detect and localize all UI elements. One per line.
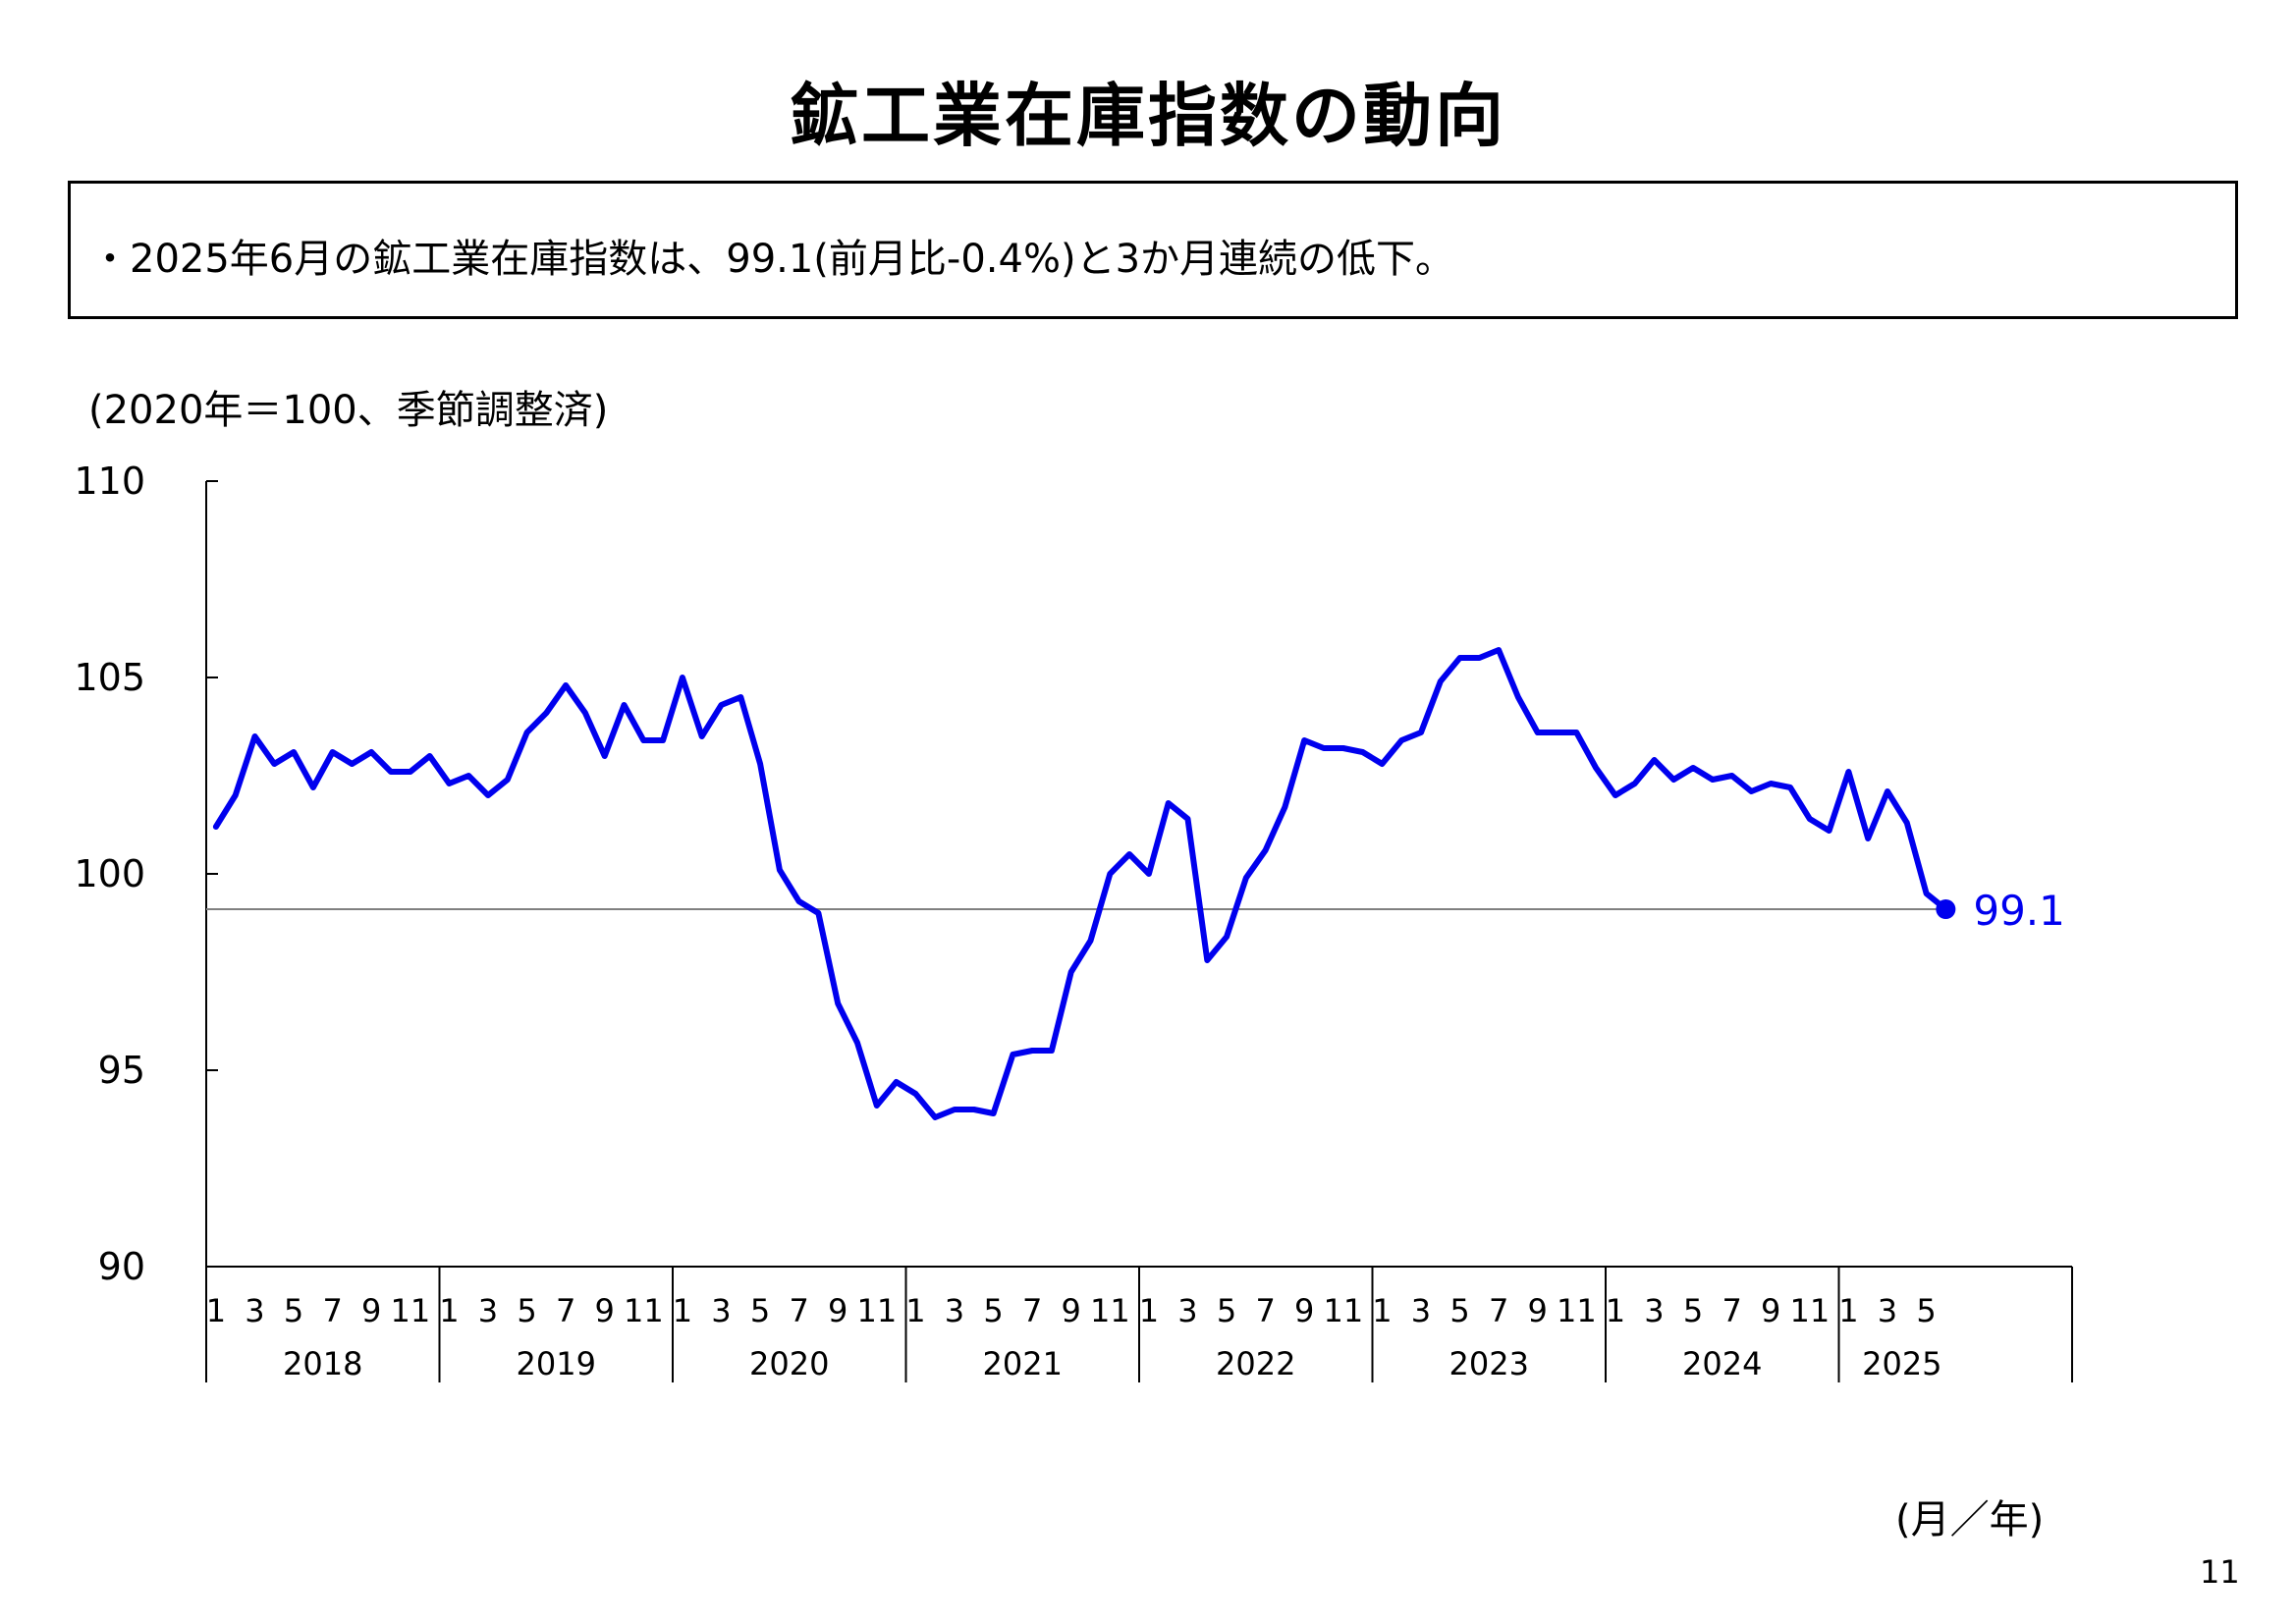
month-tick-label: 1	[1372, 1292, 1392, 1329]
month-tick-label: 5	[983, 1292, 1003, 1329]
month-tick-label: 5	[284, 1292, 303, 1329]
month-tick-label: 9	[1528, 1292, 1548, 1329]
y-tick-label: 105	[74, 656, 145, 699]
y-axis: 90 95 100 105 110	[74, 460, 218, 1382]
month-tick-label: 1	[1139, 1292, 1159, 1329]
month-tick-label: 7	[789, 1292, 808, 1329]
month-tick-label: 1	[206, 1292, 226, 1329]
month-tick-label: 3	[1411, 1292, 1431, 1329]
month-tick-label: 1	[1838, 1292, 1858, 1329]
month-tick-label: 1	[1606, 1292, 1625, 1329]
month-tick-label: 1	[439, 1292, 459, 1329]
last-point-marker	[1936, 899, 1956, 919]
month-tick-label: 7	[1722, 1292, 1741, 1329]
month-tick-label: 9	[1761, 1292, 1780, 1329]
month-tick-label: 5	[1916, 1292, 1936, 1329]
month-tick-label: 5	[1449, 1292, 1469, 1329]
y-tick-label: 90	[98, 1245, 145, 1288]
year-label: 2023	[1449, 1345, 1529, 1382]
month-tick-label: 9	[361, 1292, 381, 1329]
y-tick-label: 100	[74, 852, 145, 895]
month-tick-label: 9	[1062, 1292, 1081, 1329]
year-label: 2024	[1682, 1345, 1762, 1382]
month-tick-label: 3	[478, 1292, 498, 1329]
year-label: 2019	[517, 1345, 596, 1382]
month-tick-label: 5	[750, 1292, 770, 1329]
month-tick-label: 1	[905, 1292, 925, 1329]
month-tick-label: 9	[1294, 1292, 1314, 1329]
month-tick-label: 3	[1644, 1292, 1664, 1329]
month-tick-label: 11	[624, 1292, 664, 1329]
year-label: 2025	[1862, 1345, 1941, 1382]
month-tick-label: 9	[595, 1292, 615, 1329]
month-tick-label: 3	[245, 1292, 264, 1329]
month-tick-label: 5	[1683, 1292, 1703, 1329]
month-tick-label: 7	[1489, 1292, 1508, 1329]
year-label: 2021	[983, 1345, 1063, 1382]
month-tick-label: 3	[1878, 1292, 1897, 1329]
x-axis-unit-label: (月／年)	[1895, 1497, 2045, 1543]
data-label-group: 99.1	[1973, 887, 2065, 935]
month-tick-label: 11	[856, 1292, 897, 1329]
summary-text: ・2025年6月の鉱工業在庫指数は、99.1(前月比-0.4%)と3か月連続の低…	[90, 237, 1455, 282]
month-tick-label: 11	[390, 1292, 430, 1329]
year-label: 2020	[749, 1345, 829, 1382]
month-tick-label: 5	[1217, 1292, 1236, 1329]
series-line	[212, 647, 1949, 1120]
y-axis-unit-note: (2020年＝100、季節調整済)	[88, 388, 609, 433]
month-tick-label: 1	[673, 1292, 692, 1329]
month-tick-label: 11	[1789, 1292, 1830, 1329]
year-label: 2018	[283, 1345, 362, 1382]
month-tick-label: 3	[945, 1292, 964, 1329]
page-number: 11	[2200, 1553, 2240, 1591]
month-tick-label: 9	[828, 1292, 847, 1329]
month-tick-label: 11	[1557, 1292, 1597, 1329]
month-tick-label: 3	[1177, 1292, 1197, 1329]
page-title: 鉱工業在庫指数の動向	[790, 76, 1506, 156]
month-tick-label: 5	[517, 1292, 536, 1329]
last-point-label: 99.1	[1973, 887, 2065, 935]
month-tick-label: 7	[556, 1292, 575, 1329]
month-tick-label: 7	[1255, 1292, 1275, 1329]
y-tick-label: 95	[98, 1049, 145, 1092]
series-group	[212, 647, 1956, 1120]
year-label: 2022	[1216, 1345, 1295, 1382]
summary-box: ・2025年6月の鉱工業在庫指数は、99.1(前月比-0.4%)と3か月連続の低…	[68, 181, 2238, 319]
month-tick-label: 3	[711, 1292, 731, 1329]
month-tick-label: 11	[1323, 1292, 1363, 1329]
y-tick-label: 110	[74, 460, 145, 503]
month-tick-label: 7	[1022, 1292, 1042, 1329]
month-tick-label: 7	[322, 1292, 342, 1329]
month-tick-label: 11	[1090, 1292, 1130, 1329]
